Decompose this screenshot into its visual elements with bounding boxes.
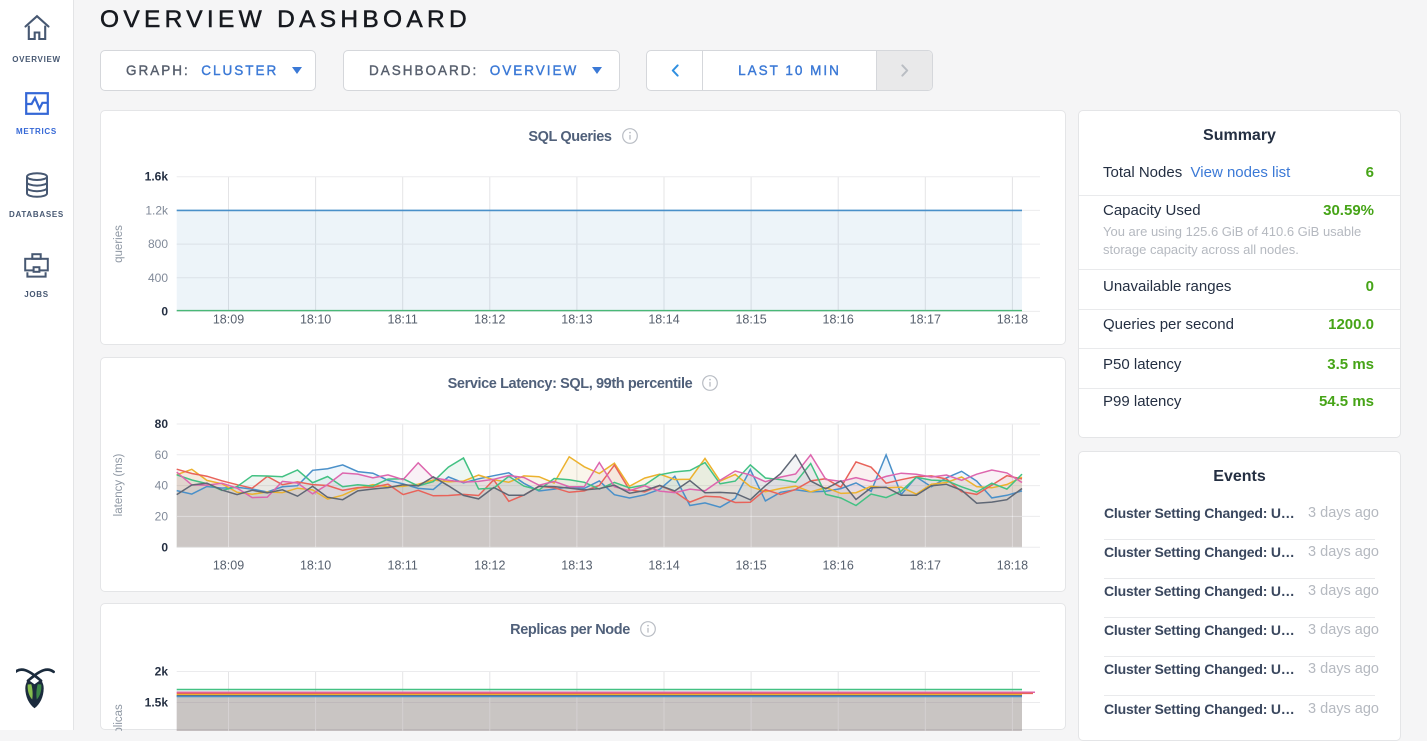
- svg-text:20: 20: [155, 509, 169, 523]
- svg-text:1.5k: 1.5k: [145, 696, 169, 710]
- svg-text:18:13: 18:13: [561, 313, 592, 327]
- svg-text:18:10: 18:10: [300, 559, 331, 573]
- svg-text:18:16: 18:16: [823, 313, 854, 327]
- svg-text:queries: queries: [113, 225, 125, 263]
- svg-text:18:17: 18:17: [910, 313, 941, 327]
- svg-text:2k: 2k: [155, 665, 169, 679]
- svg-text:1.6k: 1.6k: [145, 170, 169, 184]
- svg-text:18:15: 18:15: [735, 559, 766, 573]
- svg-text:latency (ms): latency (ms): [113, 454, 125, 517]
- svg-text:60: 60: [155, 448, 169, 462]
- svg-text:18:18: 18:18: [997, 559, 1028, 573]
- svg-text:18:18: 18:18: [997, 313, 1028, 327]
- svg-text:18:12: 18:12: [474, 313, 505, 327]
- svg-text:18:09: 18:09: [213, 313, 244, 327]
- svg-text:0: 0: [161, 304, 168, 318]
- svg-text:18:15: 18:15: [735, 313, 766, 327]
- svg-text:18:11: 18:11: [388, 559, 418, 573]
- svg-text:800: 800: [148, 237, 168, 251]
- svg-text:0: 0: [161, 540, 168, 554]
- svg-text:replicas: replicas: [113, 704, 125, 731]
- svg-text:18:13: 18:13: [561, 559, 592, 573]
- svg-text:400: 400: [148, 271, 168, 285]
- svg-text:18:11: 18:11: [388, 313, 418, 327]
- svg-text:18:14: 18:14: [648, 559, 679, 573]
- svg-text:18:17: 18:17: [910, 559, 941, 573]
- svg-text:18:16: 18:16: [823, 559, 854, 573]
- svg-text:1.2k: 1.2k: [145, 203, 169, 217]
- svg-text:80: 80: [155, 417, 169, 431]
- svg-text:18:10: 18:10: [300, 313, 331, 327]
- svg-text:18:12: 18:12: [474, 559, 505, 573]
- svg-text:18:14: 18:14: [648, 313, 679, 327]
- svg-text:18:09: 18:09: [213, 559, 244, 573]
- svg-text:40: 40: [155, 479, 169, 493]
